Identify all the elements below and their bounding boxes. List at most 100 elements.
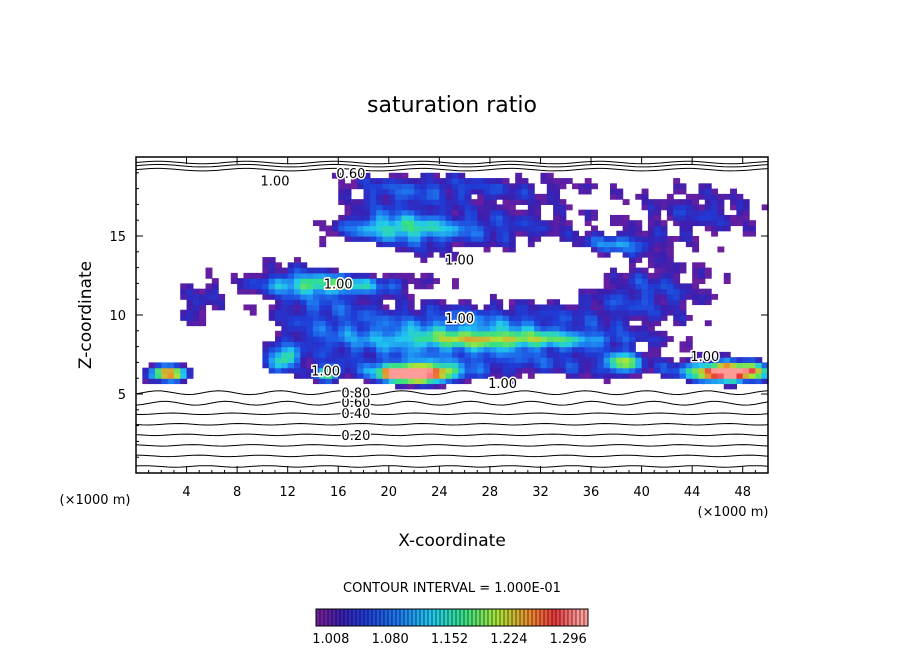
field-cell — [584, 336, 592, 342]
field-cell — [319, 309, 327, 316]
field-cell — [483, 209, 491, 216]
field-cell — [559, 341, 567, 348]
field-cell — [578, 357, 586, 363]
field-cell — [546, 304, 554, 311]
colorbar-segment — [452, 609, 457, 626]
field-cell — [546, 225, 554, 232]
field-cell — [591, 357, 598, 363]
field-cell — [388, 315, 396, 321]
field-cell — [647, 199, 655, 205]
field-cell — [420, 362, 428, 369]
field-cell — [420, 193, 428, 200]
field-cell — [521, 351, 529, 358]
field-cell — [464, 299, 472, 306]
field-cell — [294, 320, 301, 327]
colorbar-segment — [348, 609, 353, 626]
field-cell — [350, 288, 358, 295]
field-cell — [363, 225, 371, 232]
field-cell — [584, 241, 592, 248]
field-cell — [496, 367, 504, 374]
field-cell — [281, 330, 289, 337]
field-cell — [622, 309, 630, 316]
field-cell — [382, 220, 390, 227]
field-cell — [584, 236, 592, 242]
field-cell — [578, 351, 586, 358]
field-cell — [445, 178, 453, 184]
field-cell — [527, 320, 535, 327]
field-cell — [363, 293, 371, 300]
field-cell — [458, 214, 466, 221]
field-cell — [458, 341, 466, 348]
field-cell — [439, 220, 447, 227]
field-cell — [641, 288, 649, 295]
field-cell — [382, 188, 390, 195]
field-cell — [300, 367, 308, 374]
field-cell — [477, 183, 485, 190]
field-cell — [306, 372, 314, 379]
field-cell — [167, 372, 175, 379]
field-cell — [294, 288, 301, 295]
field-cell — [312, 293, 320, 300]
field-cell — [496, 209, 504, 216]
field-cell — [692, 372, 700, 379]
field-cell — [610, 288, 617, 295]
field-cell — [477, 362, 485, 369]
field-cell — [584, 304, 592, 311]
field-cell — [521, 336, 529, 342]
field-cell — [591, 236, 598, 242]
field-cell — [527, 346, 535, 353]
field-cell — [502, 209, 510, 216]
field-cell — [237, 283, 245, 290]
field-cell — [376, 283, 384, 290]
colorbar-segment — [432, 609, 437, 626]
field-cell — [597, 230, 605, 237]
field-cell — [369, 372, 377, 379]
field-cell — [287, 341, 295, 348]
field-cell — [635, 315, 643, 321]
field-cell — [502, 309, 510, 316]
field-cell — [350, 225, 358, 232]
field-cell — [572, 372, 579, 379]
field-cell — [312, 325, 320, 332]
field-cell — [736, 214, 744, 221]
field-cell — [262, 278, 270, 284]
contour-label: 0.80 — [341, 386, 370, 401]
field-cell — [445, 351, 453, 358]
field-cell — [382, 204, 390, 211]
field-cell — [654, 288, 662, 295]
field-cell — [508, 225, 516, 232]
field-cell — [527, 188, 535, 195]
field-cell — [338, 309, 346, 316]
field-cell — [572, 183, 579, 190]
field-cell — [294, 262, 301, 269]
field-cell — [616, 362, 624, 369]
field-cell — [312, 267, 320, 274]
field-cell — [464, 367, 472, 374]
field-cell — [647, 330, 655, 337]
field-cell — [540, 220, 548, 227]
field-cell — [761, 367, 769, 374]
field-cell — [414, 325, 421, 332]
field-cell — [635, 336, 643, 342]
field-cell — [546, 325, 554, 332]
field-cell — [262, 357, 270, 363]
field-cell — [565, 372, 573, 379]
field-cell — [603, 288, 611, 295]
field-cell — [654, 214, 662, 221]
field-cell — [477, 209, 485, 216]
field-cell — [692, 278, 700, 284]
colorbar-segment — [512, 609, 517, 626]
field-cell — [464, 241, 472, 248]
field-cell — [180, 367, 188, 374]
field-cell — [470, 209, 478, 216]
field-cell — [673, 236, 681, 242]
field-cell — [445, 230, 453, 237]
field-cell — [508, 241, 516, 248]
field-cell — [489, 209, 497, 216]
field-cell — [388, 220, 396, 227]
field-cell — [369, 288, 377, 295]
field-cell — [439, 193, 447, 200]
field-cell — [357, 325, 365, 332]
field-cell — [180, 293, 188, 300]
contour-label: 1.00 — [324, 277, 353, 292]
